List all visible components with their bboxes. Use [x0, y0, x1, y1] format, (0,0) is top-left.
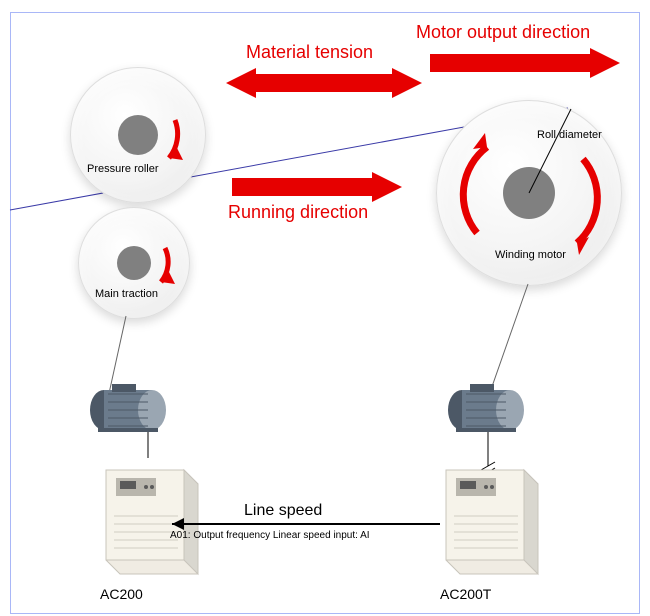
line-speed-arrow	[0, 0, 650, 616]
line-speed-label: Line speed	[244, 502, 322, 520]
ac200-label: AC200	[100, 586, 143, 602]
ac200t-label: AC200T	[440, 586, 491, 602]
diagram-frame: Pressure roller Main traction Roll diame…	[0, 0, 650, 616]
a01-note-label: A01: Output frequency Linear speed input…	[170, 530, 370, 541]
